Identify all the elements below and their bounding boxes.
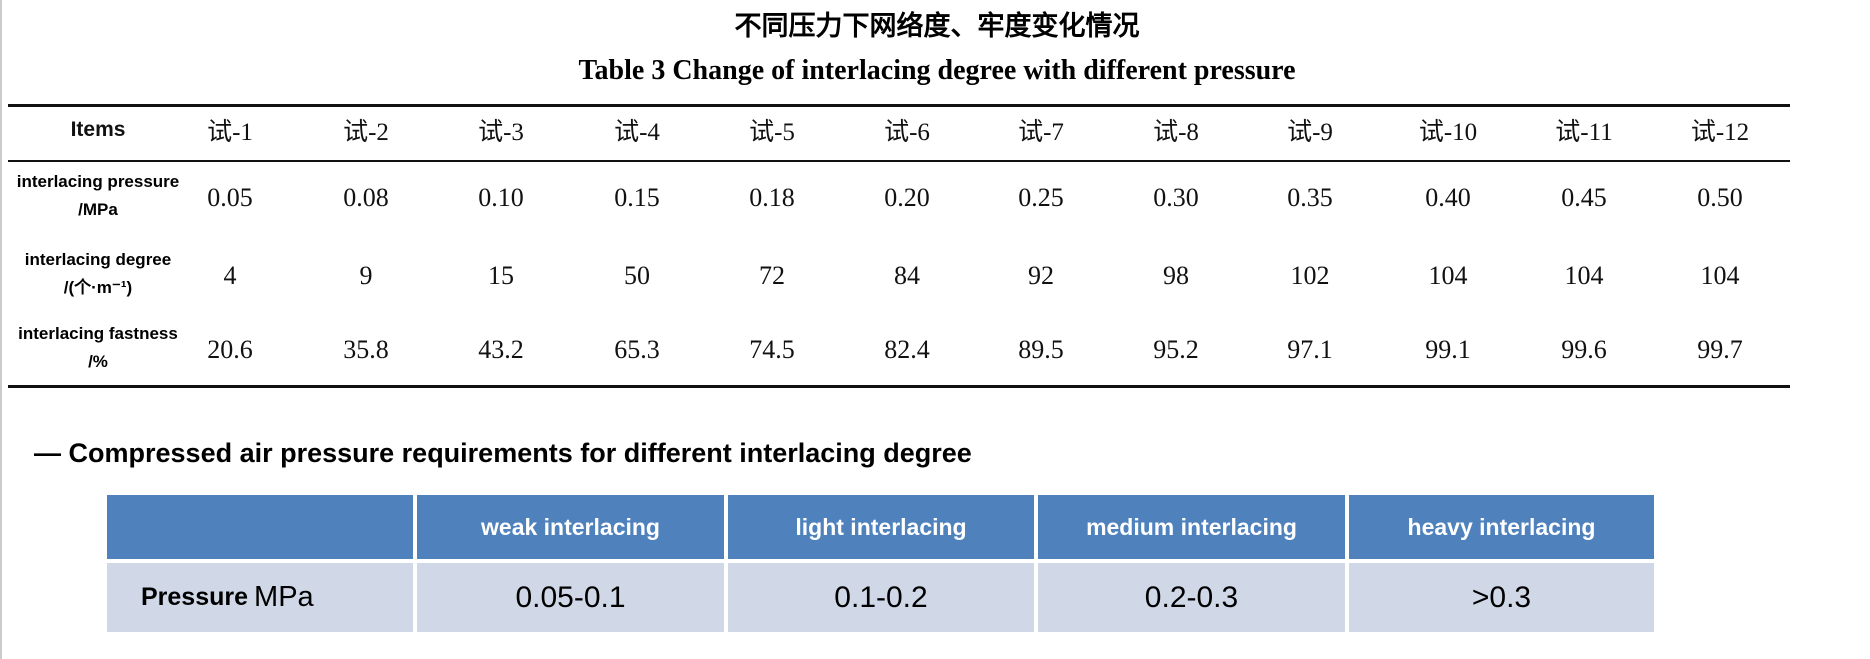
- cell: 0.08: [343, 183, 389, 212]
- value-cell: 0.2-0.3: [1036, 561, 1347, 634]
- title-en: Table 3 Change of interlacing degree wit…: [578, 55, 1296, 86]
- rule: [8, 160, 1790, 162]
- cell: 0.35: [1287, 183, 1333, 212]
- section-heading: — Compressed air pressure requirements f…: [34, 438, 972, 468]
- cell: 35.8: [343, 335, 389, 364]
- cell: 0.05: [207, 183, 253, 212]
- cell: 97.1: [1287, 335, 1333, 364]
- cell: 95.2: [1153, 335, 1199, 364]
- cell: 0.30: [1153, 183, 1199, 212]
- cell: 0.15: [614, 183, 660, 212]
- column-header: 试-6: [884, 119, 930, 146]
- cell: 20.6: [207, 335, 253, 364]
- cell: 102: [1290, 261, 1330, 290]
- cell: 9: [359, 261, 373, 290]
- cell: 82.4: [884, 335, 930, 364]
- row-label-line: interlacing degree: [24, 250, 172, 269]
- column-header: 试-11: [1555, 119, 1613, 146]
- header-cell: light interlacing: [726, 493, 1036, 561]
- cell: 0.18: [749, 183, 795, 212]
- column-header: 试-5: [749, 119, 795, 146]
- label-unit: MPa: [254, 581, 314, 613]
- cell: 0.20: [884, 183, 930, 212]
- cell: 99.1: [1425, 335, 1471, 364]
- cell: 104: [1564, 261, 1604, 290]
- cell: 0.50: [1697, 183, 1743, 212]
- cell: 99.7: [1697, 335, 1743, 364]
- cell: 15: [488, 261, 514, 290]
- cell: 0.25: [1018, 183, 1064, 212]
- row-label: interlacing fastness /%: [18, 320, 178, 376]
- row-label: interlacing pressure/MPa: [17, 168, 180, 224]
- cell: 92: [1028, 261, 1054, 290]
- row-label-line: /MPa: [78, 200, 118, 219]
- cell: 4: [223, 261, 237, 290]
- cell: 104: [1700, 261, 1740, 290]
- column-header: Items: [70, 118, 126, 141]
- value-cell: 0.1-0.2: [726, 561, 1036, 634]
- column-header: 试-3: [478, 119, 524, 146]
- cell: 43.2: [478, 335, 524, 364]
- rule: [8, 385, 1790, 388]
- cell: 84: [894, 261, 920, 290]
- row-label: Pressure MPa: [105, 561, 415, 634]
- label-bold: Pressure: [141, 583, 249, 611]
- column-header: 试-12: [1690, 119, 1750, 146]
- column-header: 试-10: [1418, 119, 1478, 146]
- cell: 0.45: [1561, 183, 1607, 212]
- cell: 89.5: [1018, 335, 1064, 364]
- header-cell: heavy interlacing: [1347, 493, 1656, 561]
- cell: 0.10: [478, 183, 524, 212]
- value-cell: >0.3: [1347, 561, 1656, 634]
- value-cell: 0.05-0.1: [415, 561, 726, 634]
- row-label-line: /(个·m⁻¹): [63, 278, 133, 297]
- row-label-line: interlacing fastness: [18, 324, 178, 343]
- cell: 50: [624, 261, 650, 290]
- cell: 98: [1163, 261, 1189, 290]
- column-header: 试-1: [207, 119, 253, 146]
- row-label-line: /%: [88, 352, 108, 371]
- column-header: 试-4: [614, 119, 660, 146]
- header-cell: weak interlacing: [415, 493, 726, 561]
- cell: 72: [759, 261, 785, 290]
- heading-text: Compressed air pressure requirements for…: [68, 438, 972, 468]
- cell: 74.5: [749, 335, 795, 364]
- column-header: 试-8: [1153, 119, 1199, 146]
- column-header: 试-7: [1018, 119, 1064, 146]
- column-header: 试-9: [1287, 119, 1333, 146]
- cell: 104: [1428, 261, 1468, 290]
- cell: 65.3: [614, 335, 660, 364]
- column-header: 试-2: [343, 119, 389, 146]
- rule: [8, 104, 1790, 107]
- row-label: interlacing degree /(个·m⁻¹): [25, 246, 171, 302]
- cell: 0.40: [1425, 183, 1471, 212]
- row-label-line: interlacing pressure: [16, 172, 180, 191]
- cell: 99.6: [1561, 335, 1607, 364]
- header-cell: medium interlacing: [1036, 493, 1347, 561]
- header-cell: [105, 493, 415, 561]
- title-cn: 不同压力下网络度、牢度变化情况: [734, 11, 1140, 42]
